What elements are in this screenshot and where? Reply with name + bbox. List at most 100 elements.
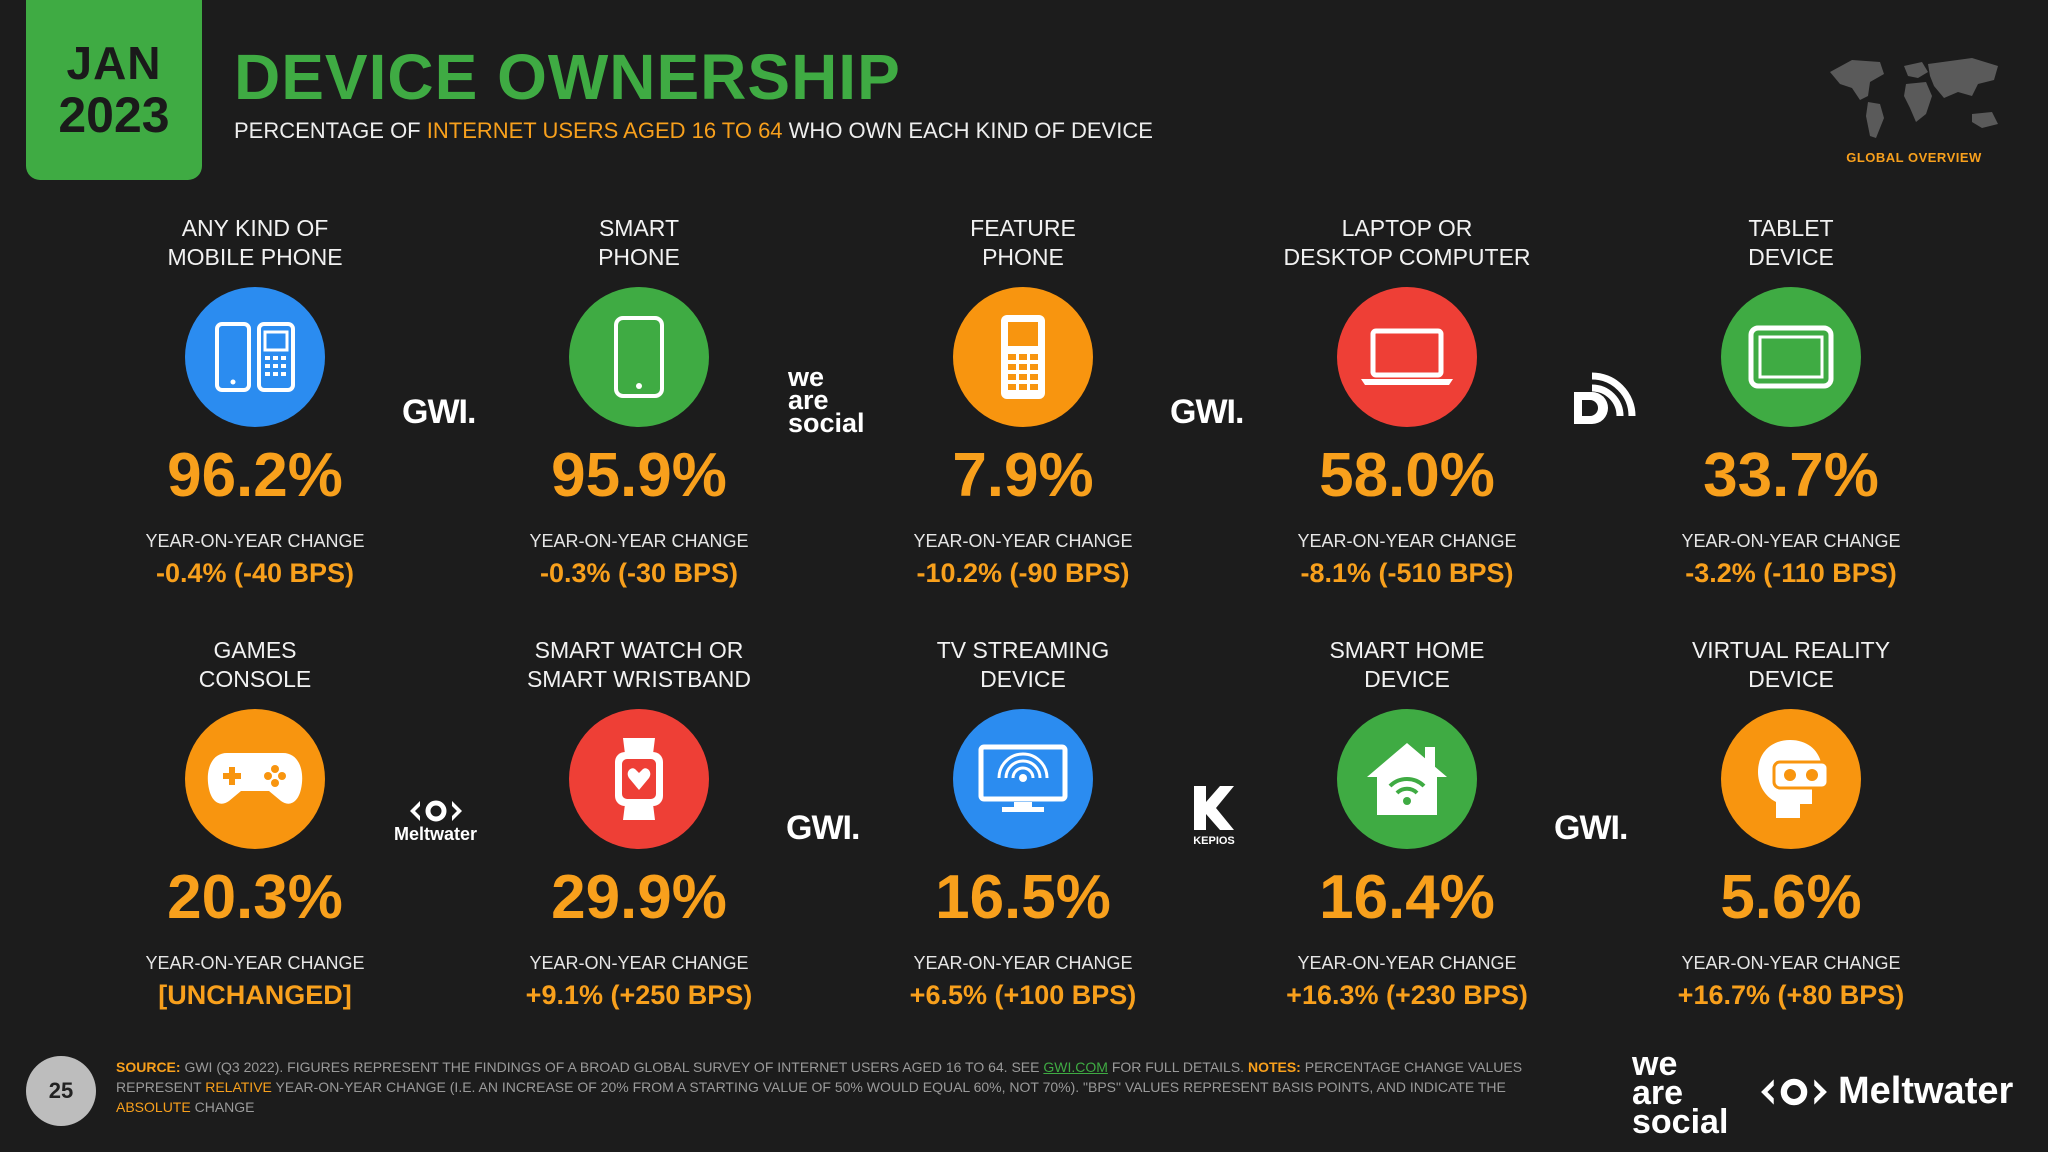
subtitle-pre: PERCENTAGE OF <box>234 118 421 143</box>
notes-label: NOTES: <box>1247 1059 1301 1075</box>
meltwater-mark-icon <box>1761 1078 1827 1105</box>
source-notes: SOURCE: GWI (Q3 2022). FIGURES REPRESENT… <box>116 1057 1556 1117</box>
gwi-link[interactable]: GWI.COM <box>1043 1059 1108 1075</box>
device-label: TABLET DEVICE <box>1748 215 1834 270</box>
device-label: TV STREAMING DEVICE <box>936 637 1110 692</box>
yoy-change: +16.3% (+230 BPS) <box>1286 980 1528 1010</box>
laptop-icon <box>1337 287 1477 427</box>
date-year: 2023 <box>58 87 170 143</box>
device-percentage: 20.3% <box>167 863 343 932</box>
notes-absolute: ABSOLUTE <box>116 1099 191 1115</box>
yoy-label: YEAR-ON-YEAR CHANGE <box>913 531 1133 551</box>
was-footer-word-1: we <box>1632 1045 1678 1083</box>
device-percentage: 29.9% <box>551 863 727 932</box>
device-label: VIRTUAL REALITY DEVICE <box>1691 637 1891 692</box>
notes-text-3: CHANGE <box>194 1099 255 1115</box>
smart-home-icon <box>1337 709 1477 849</box>
kepios-logo: KEPIOS <box>1190 784 1238 846</box>
gwi-logo: GWI. <box>402 393 476 431</box>
device-percentage: 33.7% <box>1703 441 1879 510</box>
we-are-social-footer-logo: we are social <box>1632 1045 1729 1141</box>
yoy-change: +16.7% (+80 BPS) <box>1677 980 1905 1010</box>
meltwater-footer-logo: Meltwater <box>1756 1070 2013 1113</box>
notes-relative: RELATIVE <box>205 1079 272 1095</box>
source-text: GWI (Q3 2022). FIGURES REPRESENT THE FIN… <box>184 1059 1040 1075</box>
page-title: DEVICE OWNERSHIP <box>234 41 901 113</box>
region-label: GLOBAL OVERVIEW <box>1846 150 1982 165</box>
yoy-change: -0.3% (-30 BPS) <box>539 558 739 588</box>
device-label: ANY KIND OF MOBILE PHONE <box>167 215 343 270</box>
device-card-smartwatch: SMART WATCH OR SMART WRISTBAND 29.9% YEA… <box>489 636 789 1011</box>
page-subtitle: PERCENTAGE OF INTERNET USERS AGED 16 TO … <box>234 118 1153 144</box>
device-card-laptop: LAPTOP OR DESKTOP COMPUTER 58.0% YEAR-ON… <box>1257 214 1557 589</box>
yoy-change: [UNCHANGED] <box>158 980 352 1010</box>
page-number: 25 <box>26 1056 96 1126</box>
subtitle-highlight: INTERNET USERS AGED 16 TO 64 <box>426 118 783 143</box>
we-are-social-logo: we are social <box>788 362 865 438</box>
yoy-change: -0.4% (-40 BPS) <box>155 558 355 588</box>
tablet-icon <box>1721 287 1861 427</box>
device-label: FEATURE PHONE <box>970 215 1076 270</box>
gamepad-icon <box>185 709 325 849</box>
device-label: GAMES CONSOLE <box>198 637 312 692</box>
gwi-logo: GWI. <box>786 809 860 847</box>
subtitle-post: WHO OWN EACH KIND OF DEVICE <box>788 118 1153 143</box>
device-card-smart-home: SMART HOME DEVICE 16.4% YEAR-ON-YEAR CHA… <box>1257 636 1557 1011</box>
device-percentage: 58.0% <box>1319 441 1495 510</box>
yoy-label: YEAR-ON-YEAR CHANGE <box>529 953 749 973</box>
yoy-label: YEAR-ON-YEAR CHANGE <box>145 531 365 551</box>
was-word-3: social <box>788 407 865 438</box>
smartphone-icon <box>569 287 709 427</box>
yoy-label: YEAR-ON-YEAR CHANGE <box>1297 531 1517 551</box>
was-footer-word-3: social <box>1632 1102 1729 1141</box>
kepios-text: KEPIOS <box>1193 834 1235 847</box>
meltwater-text: Meltwater <box>394 823 478 844</box>
gwi-logo: GWI. <box>1554 809 1628 847</box>
device-card-feature-phone: FEATURE PHONE 7.9% YEAR-ON-YEAR CHANGE -… <box>873 214 1173 589</box>
device-percentage: 16.4% <box>1319 863 1495 932</box>
gwi-logo: GWI. <box>1170 393 1244 431</box>
meltwater-footer-text: Meltwater <box>1838 1070 2014 1112</box>
kepios-mark-icon <box>1194 786 1234 830</box>
smartwatch-icon <box>569 709 709 849</box>
notes-text: PERCENTAGE CHANGE VALUES REPRESENT <box>116 1059 1523 1095</box>
device-card-games-console: GAMES CONSOLE 20.3% YEAR-ON-YEAR CHANGE … <box>105 636 405 1011</box>
vr-headset-icon <box>1721 709 1861 849</box>
source-label: SOURCE: <box>116 1059 181 1075</box>
date-badge: JAN 2023 <box>26 0 202 180</box>
device-label: SMART PHONE <box>598 215 680 270</box>
was-footer-word-2: are <box>1632 1073 1684 1112</box>
yoy-label: YEAR-ON-YEAR CHANGE <box>145 953 365 973</box>
yoy-change: -3.2% (-110 BPS) <box>1685 558 1897 588</box>
device-percentage: 96.2% <box>167 441 343 510</box>
yoy-label: YEAR-ON-YEAR CHANGE <box>913 953 1133 973</box>
device-card-vr: VIRTUAL REALITY DEVICE 5.6% YEAR-ON-YEAR… <box>1641 636 1941 1011</box>
world-map-icon <box>1830 58 1998 138</box>
device-percentage: 7.9% <box>952 441 1094 510</box>
device-card-mobile-phone: ANY KIND OF MOBILE PHONE 96.2% YEAR-ON-Y… <box>105 214 405 589</box>
yoy-change: -8.1% (-510 BPS) <box>1300 558 1514 588</box>
tv-streaming-icon <box>953 709 1093 849</box>
meltwater-mark-icon <box>409 800 462 822</box>
mobile-phones-icon <box>185 287 325 427</box>
date-month: JAN <box>66 37 162 89</box>
datareportal-logo <box>1574 372 1636 424</box>
yoy-label: YEAR-ON-YEAR CHANGE <box>529 531 749 551</box>
yoy-change: +9.1% (+250 BPS) <box>525 980 753 1010</box>
device-label: SMART WATCH OR SMART WRISTBAND <box>526 637 752 692</box>
was-word-2: are <box>788 384 829 415</box>
yoy-label: YEAR-ON-YEAR CHANGE <box>1681 953 1901 973</box>
device-percentage: 95.9% <box>551 441 727 510</box>
yoy-change: -10.2% (-90 BPS) <box>916 558 1130 588</box>
yoy-label: YEAR-ON-YEAR CHANGE <box>1297 953 1517 973</box>
device-card-tablet: TABLET DEVICE 33.7% YEAR-ON-YEAR CHANGE … <box>1641 214 1941 589</box>
device-label: SMART HOME DEVICE <box>1329 637 1485 692</box>
device-card-smartphone: SMART PHONE 95.9% YEAR-ON-YEAR CHANGE -0… <box>489 214 789 589</box>
notes-text-2: YEAR-ON-YEAR CHANGE (I.E. AN INCREASE OF… <box>275 1079 1506 1095</box>
device-label: LAPTOP OR DESKTOP COMPUTER <box>1283 215 1531 270</box>
device-percentage: 16.5% <box>935 863 1111 932</box>
device-percentage: 5.6% <box>1720 863 1862 932</box>
yoy-label: YEAR-ON-YEAR CHANGE <box>1681 531 1901 551</box>
was-word-1: we <box>788 362 825 392</box>
yoy-change: +6.5% (+100 BPS) <box>909 980 1137 1010</box>
